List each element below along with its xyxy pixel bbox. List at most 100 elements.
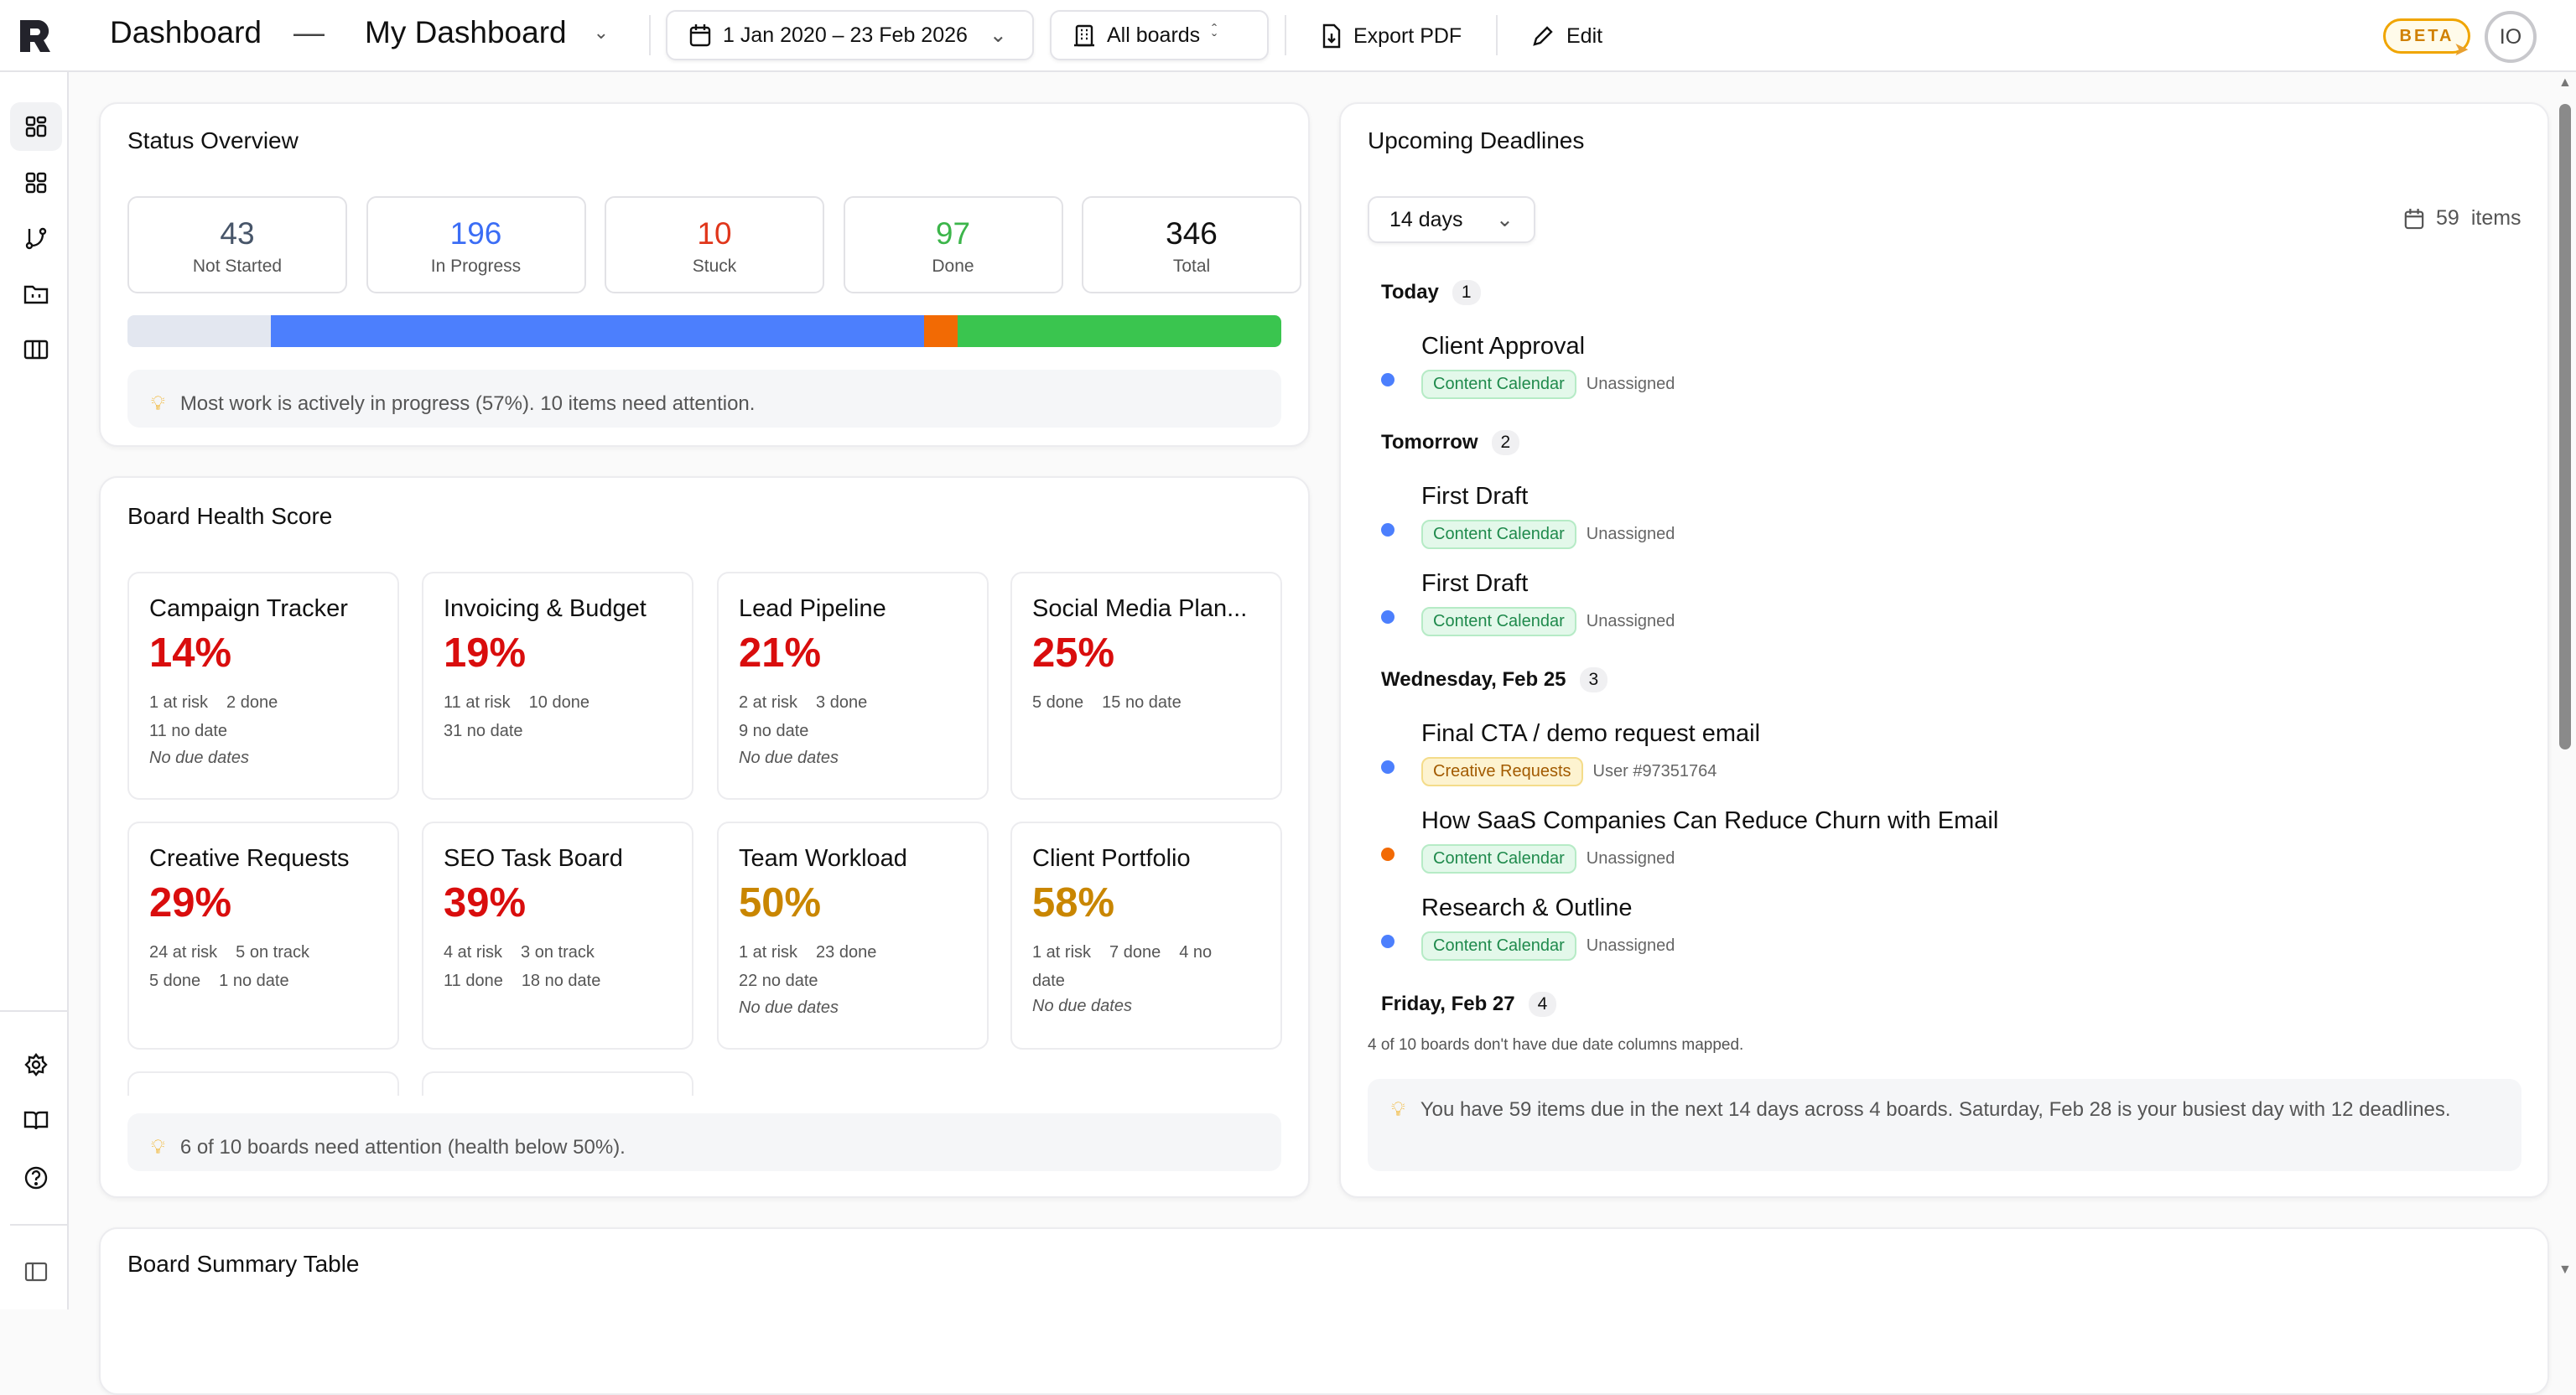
edit-label: Edit: [1566, 23, 1603, 48]
deadline-group-header: Tomorrow 2: [1381, 430, 1520, 455]
meta-item: 2 at risk: [739, 693, 798, 712]
stat-value: 196: [449, 216, 502, 251]
bar-segment-done: [958, 315, 1281, 347]
bar-segment-not-started: [127, 315, 271, 347]
file-download-icon: [1322, 23, 1341, 49]
board-health-tile[interactable]: Lead Pipeline 21% 2 at risk 3 done 9 no date…: [717, 572, 989, 800]
board-health-tile[interactable]: [127, 1071, 399, 1096]
item-title: Research & Outline: [1421, 895, 1633, 921]
sidebar-item-docs[interactable]: [10, 1097, 62, 1145]
card-title: Upcoming Deadlines: [1368, 127, 1585, 153]
range-dropdown[interactable]: 14 days ⌄: [1368, 196, 1535, 243]
scrollbar-thumb[interactable]: [2559, 104, 2571, 749]
stat-done[interactable]: 97 Done: [843, 196, 1063, 293]
divider: [1496, 15, 1498, 55]
board-name: Client Portfolio: [1032, 845, 1191, 872]
health-insight: 💡︎ 6 of 10 boards need attention (health…: [127, 1113, 1281, 1171]
group-count: 3: [1579, 667, 1608, 692]
meta-item: 7 done: [1109, 943, 1161, 962]
card-title: Board Summary Table: [127, 1251, 360, 1277]
user-avatar[interactable]: IO: [2485, 11, 2537, 63]
health-percent: 39%: [444, 880, 527, 926]
lightbulb-icon: 💡︎: [151, 1136, 165, 1159]
meta-item: 23 done: [816, 943, 877, 962]
board-health-grid[interactable]: Campaign Tracker 14% 1 at risk 2 done 11 no …: [101, 478, 1308, 1096]
assignee: Unassigned: [1586, 849, 1675, 868]
export-pdf-button[interactable]: Export PDF: [1322, 18, 1462, 54]
stat-total[interactable]: 346 Total: [1082, 196, 1301, 293]
status-dot: [1381, 523, 1394, 537]
bar-segment-stuck: [924, 315, 958, 347]
board-health-tile[interactable]: Client Portfolio 58% 1 at risk 7 done 4 no d…: [1010, 822, 1282, 1050]
board-meta: 1 at risk 7 done 4 no date: [1032, 938, 1260, 995]
status-dot: [1381, 848, 1394, 861]
meta-item: 24 at risk: [149, 943, 218, 962]
board-name: SEO Task Board: [444, 845, 623, 872]
sparkle-cursor-icon: ➤: [2454, 39, 2470, 60]
board-health-tile[interactable]: Invoicing & Budget 19% 11 at risk 10 done 31…: [422, 572, 693, 800]
board-name: Lead Pipeline: [739, 595, 886, 622]
board-name: Team Workload: [739, 845, 907, 872]
board-tag: Content Calendar: [1421, 844, 1576, 874]
sidebar-item-dashboards[interactable]: [10, 102, 62, 151]
edit-button[interactable]: Edit: [1531, 18, 1602, 54]
sidebar-item-workflows[interactable]: [10, 214, 62, 262]
top-bar: Dashboard — My Dashboard ⌄ 1 Jan 2020 – 2…: [0, 0, 2576, 72]
dashboard-name: My Dashboard: [365, 15, 567, 49]
sidebar-item-folders[interactable]: [10, 270, 62, 319]
beta-badge[interactable]: BETA: [2383, 18, 2470, 54]
meta-item: 5 done: [1032, 693, 1084, 712]
board-health-tile[interactable]: [422, 1071, 693, 1096]
date-range-picker[interactable]: 1 Jan 2020 – 23 Feb 2026 ⌄: [666, 10, 1034, 60]
divider: [1285, 15, 1286, 55]
sidebar-item-columns[interactable]: [10, 325, 62, 374]
stat-value: 43: [220, 216, 255, 251]
health-insight-text: 6 of 10 boards need attention (health be…: [179, 1136, 626, 1159]
item-title: Client Approval: [1421, 333, 1586, 360]
status-insight-text: Most work is actively in progress (57%).…: [179, 392, 756, 415]
dashboard-icon: [25, 116, 47, 137]
scroll-down-arrow[interactable]: ▼: [2558, 1263, 2572, 1277]
board-health-tile[interactable]: Campaign Tracker 14% 1 at risk 2 done 11 no …: [127, 572, 399, 800]
items-count-value: 59: [2436, 206, 2459, 230]
stat-not-started[interactable]: 43 Not Started: [127, 196, 347, 293]
calendar-icon: [689, 24, 711, 47]
sidebar-item-boards[interactable]: [10, 158, 62, 207]
unmapped-note: 4 of 10 boards don't have due date colum…: [1368, 1036, 1744, 1054]
app-logo[interactable]: [18, 18, 52, 54]
meta-item: 31 no date: [444, 722, 523, 740]
board-health-tile[interactable]: Team Workload 50% 1 at risk 23 done 22 no da…: [717, 822, 989, 1050]
board-health-tile[interactable]: SEO Task Board 39% 4 at risk 3 on track 11 d…: [422, 822, 693, 1050]
range-label: 14 days: [1389, 207, 1463, 231]
status-dot: [1381, 760, 1394, 774]
scroll-up-arrow[interactable]: ▲: [2558, 75, 2572, 90]
board-summary-card: Board Summary Table: [99, 1227, 2549, 1395]
meta-item: 1 at risk: [149, 693, 209, 712]
health-percent: 29%: [149, 880, 232, 926]
deadline-group-header: Friday, Feb 27 4: [1381, 992, 1557, 1017]
health-percent: 14%: [149, 630, 232, 676]
pencil-icon: [1533, 26, 1553, 46]
dashboard-selector[interactable]: My Dashboard ⌄: [365, 15, 609, 50]
sidebar-item-help[interactable]: [10, 1154, 62, 1202]
meta-item: 11 at risk: [444, 693, 511, 712]
items-count-label: items: [2470, 206, 2521, 230]
date-range-label: 1 Jan 2020 – 23 Feb 2026: [723, 23, 968, 47]
board-name: Campaign Tracker: [149, 595, 348, 622]
board-health-tile[interactable]: Social Media Plan... 25% 5 done 15 no date: [1010, 572, 1282, 800]
boards-filter-label: All boards: [1107, 23, 1201, 47]
sidebar-toggle[interactable]: [10, 1247, 62, 1296]
stat-in-progress[interactable]: 196 In Progress: [366, 196, 586, 293]
group-label: Wednesday, Feb 25: [1381, 668, 1566, 691]
workflow-icon: [25, 227, 47, 250]
status-dot: [1381, 373, 1394, 386]
stat-stuck[interactable]: 10 Stuck: [605, 196, 824, 293]
sidebar-item-settings[interactable]: [10, 1040, 62, 1089]
no-due-dates: No due dates: [149, 749, 249, 767]
page-scrollbar[interactable]: ▲ ▼: [2556, 72, 2574, 1309]
board-health-tile[interactable]: Creative Requests 29% 24 at risk 5 on track…: [127, 822, 399, 1050]
item-title: First Draft: [1421, 483, 1529, 510]
no-due-dates: No due dates: [739, 998, 839, 1017]
board-tag: Content Calendar: [1421, 931, 1576, 961]
